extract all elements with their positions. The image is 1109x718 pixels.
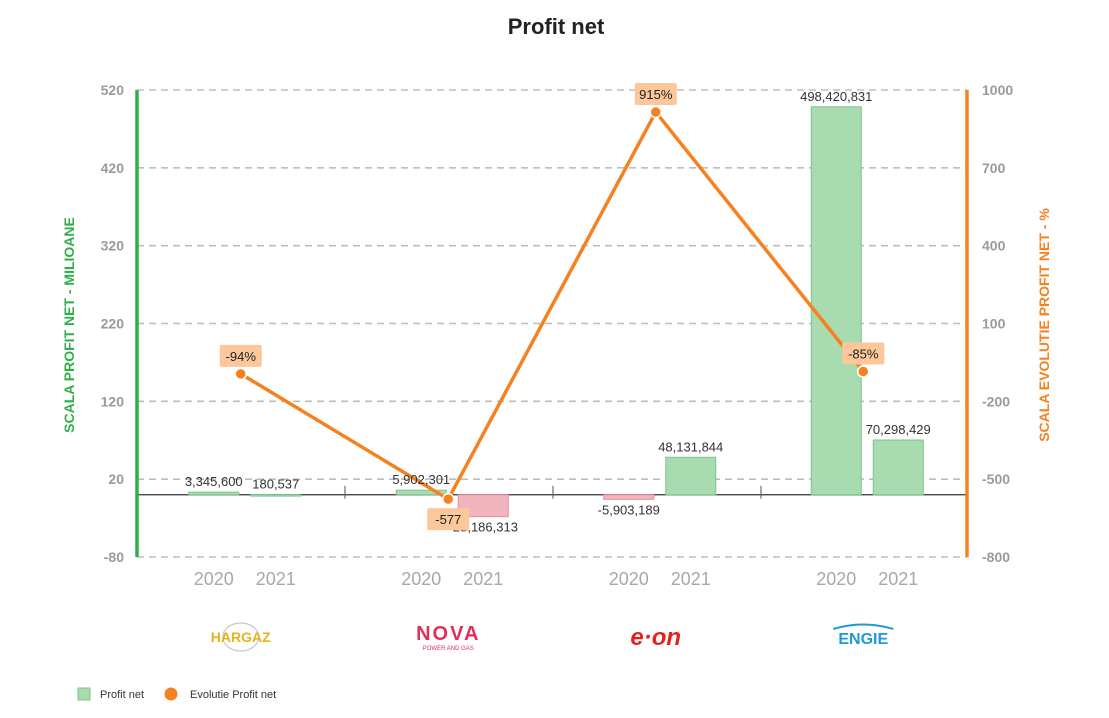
bar-value-label: 498,420,831 bbox=[800, 89, 872, 104]
chart-title: Profit net bbox=[508, 14, 605, 39]
y-tick-right: -200 bbox=[982, 393, 1010, 409]
change-badge-box bbox=[219, 344, 262, 367]
company-logo: e·on bbox=[630, 624, 681, 651]
y-tick-left: -80 bbox=[104, 549, 124, 565]
company-logo: ENGIE bbox=[832, 623, 894, 648]
bars bbox=[188, 106, 924, 518]
bar-2021 bbox=[872, 439, 924, 496]
change-badge-box bbox=[842, 342, 885, 365]
change-badge: 915% bbox=[634, 83, 677, 106]
y-tick-left: 320 bbox=[101, 238, 125, 254]
x-tick-year: 2020 bbox=[194, 569, 234, 589]
y-tick-left: 20 bbox=[108, 471, 124, 487]
bar-2020 bbox=[810, 106, 862, 496]
legend-swatch-line bbox=[164, 687, 178, 701]
bar-value-label: 180,537 bbox=[252, 477, 299, 492]
grid-lines bbox=[137, 89, 967, 558]
y-tick-right: 700 bbox=[982, 160, 1006, 176]
bar-value-label: 70,298,429 bbox=[866, 422, 931, 437]
bar-value-label: 48,131,844 bbox=[658, 439, 723, 454]
x-axis-labels: 2020 2021 2020 2021 2020 2021 2020 2021 bbox=[194, 569, 919, 589]
legend-label: Profit net bbox=[100, 689, 144, 701]
x-tick-year: 2020 bbox=[609, 569, 649, 589]
logo-arc bbox=[832, 623, 894, 630]
evolution-point bbox=[857, 365, 870, 378]
bar-2021 bbox=[250, 494, 302, 497]
logo-text: e·on bbox=[630, 624, 681, 651]
evolution-line-path bbox=[239, 110, 865, 501]
x-tick-year: 2020 bbox=[816, 569, 856, 589]
change-badge-box bbox=[427, 508, 470, 531]
evolution-point bbox=[234, 367, 247, 381]
y-tick-left: 520 bbox=[101, 82, 125, 98]
y-tick-left: 420 bbox=[101, 160, 125, 176]
y-tick-right: 100 bbox=[982, 316, 1006, 332]
y-tick-left: 120 bbox=[101, 393, 125, 409]
evolution-point bbox=[442, 492, 455, 506]
evolution-line bbox=[234, 105, 870, 506]
y-tick-right: -500 bbox=[982, 471, 1010, 487]
change-badge-label: -85% bbox=[848, 346, 879, 361]
change-badge-label: -577 bbox=[435, 512, 461, 527]
y-tick-right: 400 bbox=[982, 238, 1006, 254]
x-tick-year: 2021 bbox=[463, 569, 503, 589]
logo-text: ENGIE bbox=[838, 631, 888, 648]
bar-value-label: 3,345,600 bbox=[185, 474, 243, 489]
x-tick-year: 2021 bbox=[671, 569, 711, 589]
change-badge: -94% bbox=[219, 344, 262, 367]
y-axis-left-title: SCALA PROFIT NET - MILIOANE bbox=[61, 217, 77, 433]
x-tick-year: 2021 bbox=[878, 569, 918, 589]
y-tick-right: 1000 bbox=[982, 82, 1013, 98]
bar-2020 bbox=[395, 489, 447, 496]
bar-2020 bbox=[188, 491, 240, 496]
bar-value-label: -5,903,189 bbox=[598, 502, 660, 517]
y-axis-right-title: SCALA EVOLUTIE PROFIT NET - % bbox=[1036, 208, 1052, 442]
change-badge-label: -94% bbox=[226, 349, 257, 364]
y-tick-right: -800 bbox=[982, 549, 1010, 565]
evolution-point bbox=[649, 105, 662, 119]
change-badge: -85% bbox=[842, 342, 885, 365]
bar-2021 bbox=[665, 456, 717, 496]
change-badge-box bbox=[634, 83, 677, 106]
y-tick-left: 220 bbox=[101, 316, 125, 332]
bar-value-label: 5,902,301 bbox=[392, 472, 450, 487]
legend-label: Evolutie Profit net bbox=[190, 689, 276, 701]
logo-text: NOVA bbox=[416, 623, 480, 645]
bar-2021 bbox=[457, 494, 509, 518]
logo-text: HARGAZ bbox=[211, 629, 271, 645]
data-labels: 3,345,600 180,537 5,902,301-28,186,313-5,9… bbox=[185, 83, 931, 535]
change-badge-label: 915% bbox=[639, 87, 673, 102]
logo-emblem bbox=[222, 622, 260, 652]
legend-swatch-bar bbox=[77, 687, 91, 701]
company-logo: HARGAZ bbox=[211, 622, 271, 652]
legend: Profit net Evolutie Profit net bbox=[77, 687, 276, 701]
change-badge: -577 bbox=[427, 508, 470, 531]
logo-subtext: POWER AND GAS bbox=[423, 646, 474, 652]
x-tick-year: 2021 bbox=[256, 569, 296, 589]
bar-2020 bbox=[603, 494, 655, 500]
x-tick-year: 2020 bbox=[401, 569, 441, 589]
